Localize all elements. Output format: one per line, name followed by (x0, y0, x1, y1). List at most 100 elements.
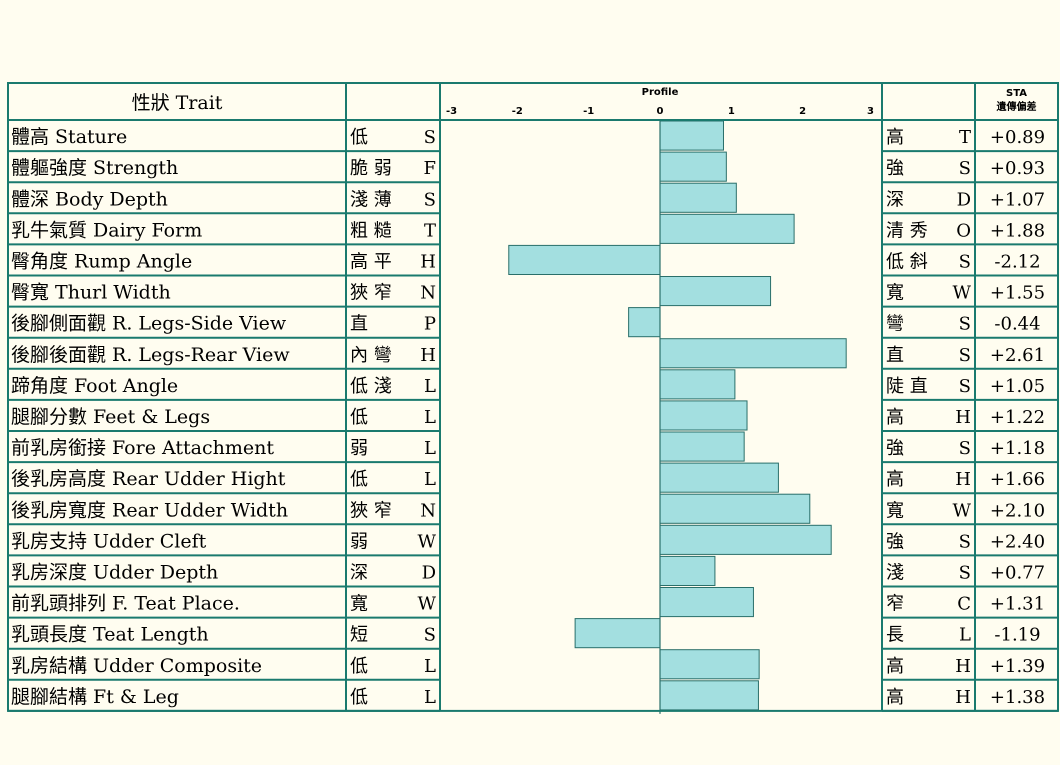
bar-row-10 (659, 400, 748, 431)
low-desc-19: 低 (350, 687, 368, 708)
bar-row-7 (628, 307, 661, 338)
bar-row-13 (659, 493, 811, 524)
trait-label-8: 後腳後面觀 R. Legs-Rear View (11, 344, 290, 366)
bar-row-14 (659, 524, 832, 555)
sta-value-6: +1.55 (990, 283, 1045, 304)
bar-row-18 (659, 649, 760, 680)
sta-value-9: +1.05 (990, 376, 1045, 397)
low-desc-8: 內 彎 (350, 345, 392, 366)
high-desc-5: 低 斜 (886, 252, 928, 273)
high-code-6: W (952, 283, 971, 304)
bar-row-11 (659, 431, 745, 462)
trait-label-13: 後乳房寬度 Rear Udder Width (11, 499, 288, 521)
high-code-13: W (952, 500, 971, 521)
trait-label-6: 臀寬 Thurl Width (11, 282, 171, 304)
low-desc-1: 低 (350, 127, 368, 148)
low-code-2: F (424, 158, 437, 179)
low-desc-2: 脆 弱 (350, 158, 392, 179)
bar-row-16 (659, 587, 754, 618)
sta-value-14: +2.40 (990, 531, 1045, 552)
high-code-9: S (959, 376, 971, 397)
sta-value-16: +1.31 (990, 594, 1045, 615)
trait-label-3: 體深 Body Depth (11, 188, 168, 210)
high-desc-17: 長 (886, 625, 904, 646)
bar-row-17 (574, 618, 661, 649)
low-desc-11: 弱 (350, 438, 368, 459)
low-code-3: S (424, 189, 436, 210)
high-desc-16: 窄 (886, 594, 904, 615)
header-sta: STA (1006, 88, 1027, 99)
low-code-16: W (417, 594, 436, 615)
trait-label-9: 蹄角度 Foot Angle (11, 375, 178, 397)
trait-label-5: 臀角度 Rump Angle (11, 251, 192, 273)
high-desc-15: 淺 (886, 563, 904, 584)
high-code-19: H (955, 687, 971, 708)
high-desc-10: 高 (886, 407, 904, 428)
high-code-10: H (955, 407, 971, 428)
high-desc-4: 清 秀 (886, 220, 928, 241)
tick-label-3: 0 (657, 106, 664, 117)
trait-label-17: 乳頭長度 Teat Length (11, 624, 209, 646)
sta-value-1: +0.89 (990, 127, 1045, 148)
low-code-15: D (422, 563, 436, 584)
low-code-4: T (424, 220, 436, 241)
trait-label-18: 乳房結構 Udder Composite (11, 655, 262, 677)
header-sta-subtitle: 遺傳偏差 (996, 100, 1037, 113)
high-code-15: S (959, 563, 971, 584)
high-code-3: D (957, 189, 971, 210)
low-code-11: L (424, 438, 436, 459)
low-code-8: H (420, 345, 436, 366)
high-code-1: T (959, 127, 971, 148)
low-desc-17: 短 (350, 625, 368, 646)
trait-label-10: 腿腳分數 Feet & Legs (11, 406, 210, 428)
sta-value-4: +1.88 (990, 220, 1045, 241)
tick-label-2: -1 (583, 106, 594, 117)
high-desc-1: 高 (886, 127, 904, 148)
high-desc-18: 高 (886, 656, 904, 677)
high-desc-3: 深 (886, 189, 904, 210)
low-desc-4: 粗 糙 (350, 220, 392, 241)
low-desc-13: 狹 窄 (350, 500, 392, 521)
high-desc-12: 高 (886, 469, 904, 490)
low-code-9: L (424, 376, 436, 397)
low-code-13: N (420, 500, 436, 521)
sta-value-2: +0.93 (990, 158, 1045, 179)
high-desc-13: 寬 (886, 500, 904, 521)
low-desc-16: 寬 (350, 594, 368, 615)
high-desc-19: 高 (886, 687, 904, 708)
tick-label-0: -3 (446, 106, 457, 117)
trait-label-19: 腿腳結構 Ft & Leg (11, 686, 179, 708)
header-trait: 性狀 Trait (132, 92, 223, 114)
bar-row-15 (659, 555, 716, 587)
high-desc-11: 強 (886, 438, 904, 459)
low-desc-3: 淺 薄 (350, 189, 392, 210)
high-desc-6: 寬 (886, 283, 904, 304)
trait-label-7: 後腳側面觀 R. Legs-Side View (11, 313, 287, 335)
low-desc-14: 弱 (350, 531, 368, 552)
high-code-16: C (957, 594, 971, 615)
sta-value-15: +0.77 (990, 563, 1045, 584)
trait-label-12: 後乳房高度 Rear Udder Hight (11, 468, 286, 490)
high-code-17: L (959, 625, 971, 646)
low-code-19: L (424, 687, 436, 708)
high-code-12: H (955, 469, 971, 490)
trait-label-11: 前乳房銜接 Fore Attachment (11, 437, 274, 459)
low-code-17: S (424, 625, 436, 646)
sta-value-10: +1.22 (990, 407, 1045, 428)
low-code-10: L (424, 407, 436, 428)
low-desc-6: 狹 窄 (350, 283, 392, 304)
low-desc-9: 低 淺 (350, 376, 392, 397)
high-desc-2: 強 (886, 158, 904, 179)
bar-row-19 (659, 680, 759, 711)
high-code-14: S (959, 531, 971, 552)
sta-value-11: +1.18 (990, 438, 1045, 459)
high-desc-9: 陡 直 (886, 376, 928, 397)
bar-row-6 (659, 276, 772, 307)
trait-label-1: 體高 Stature (11, 126, 127, 148)
bar-row-12 (659, 462, 779, 493)
tick-label-4: 1 (728, 106, 735, 117)
low-code-12: L (424, 469, 436, 490)
high-desc-7: 彎 (886, 314, 904, 335)
tick-label-6: 3 (867, 106, 874, 117)
